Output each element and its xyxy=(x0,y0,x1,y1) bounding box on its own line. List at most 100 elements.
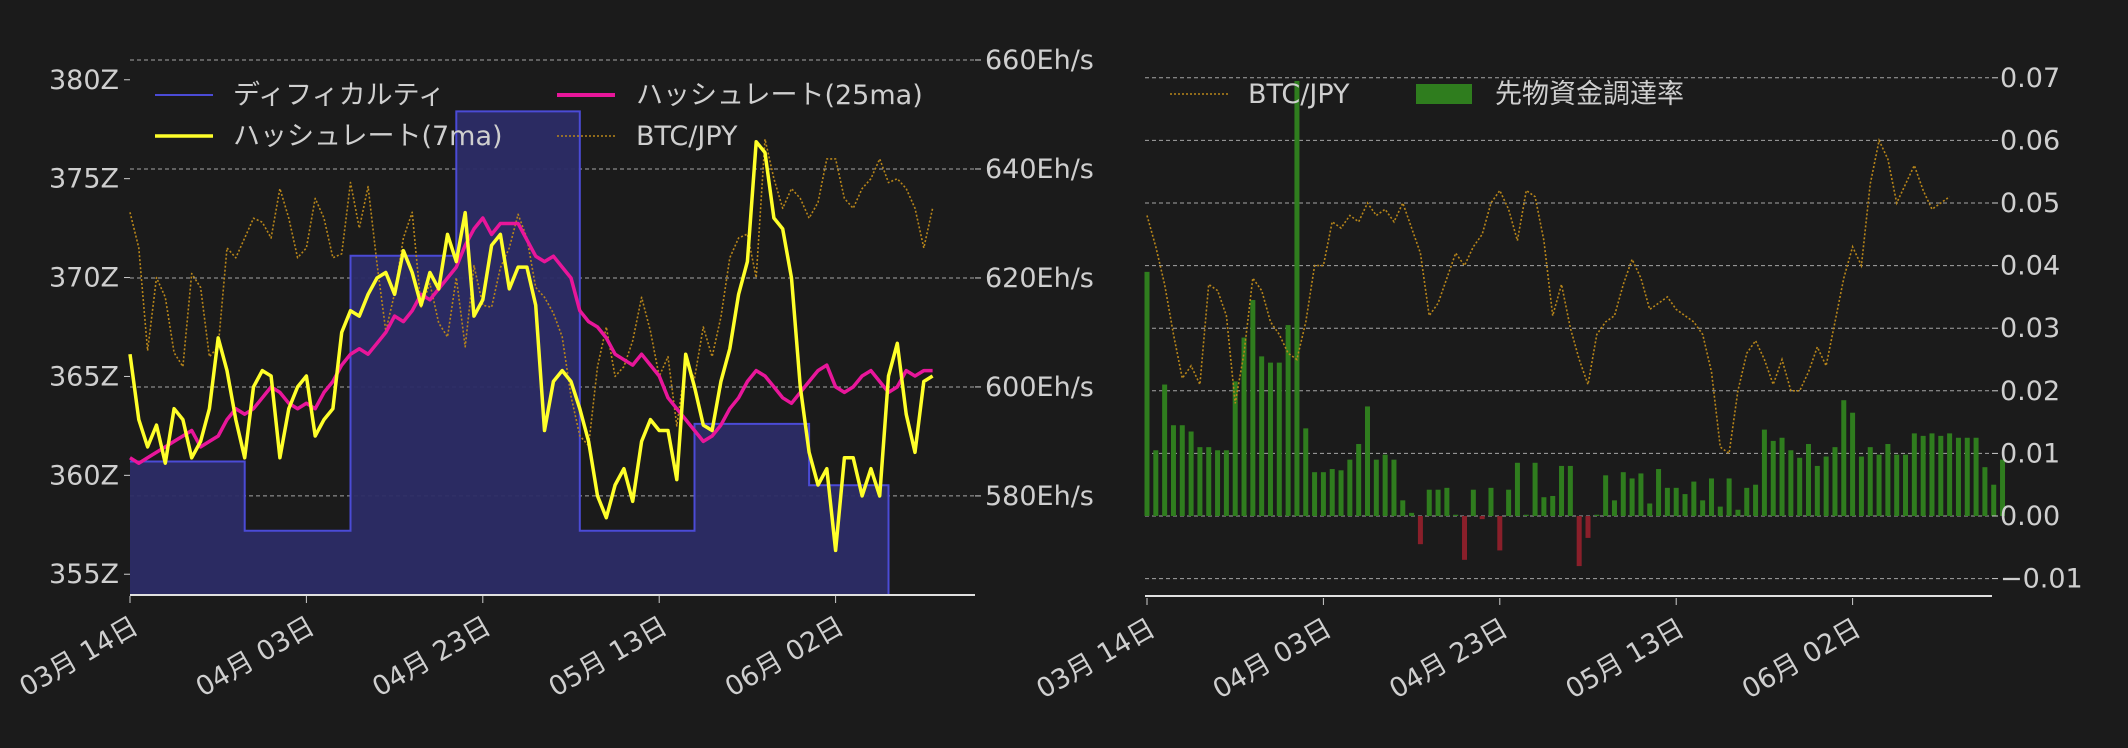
funding-bar xyxy=(1400,500,1406,516)
funding-bar xyxy=(1188,431,1194,516)
x-tick-label: 04月 23日 xyxy=(367,611,496,703)
funding-bar xyxy=(1550,495,1556,516)
funding-bar xyxy=(1770,440,1776,516)
funding-bar xyxy=(1347,459,1353,516)
funding-bar xyxy=(1276,362,1282,516)
funding-bar xyxy=(1365,406,1370,516)
funding-bar xyxy=(1523,514,1529,516)
x-tick-label: 04月 03日 xyxy=(1208,613,1337,705)
funding-bar xyxy=(1294,80,1300,517)
x-tick-label: 05月 13日 xyxy=(1561,613,1690,705)
funding-bar xyxy=(1911,433,1917,516)
y-right-tick-label: 620Eh/s xyxy=(985,263,1094,294)
y-tick-label: −0.01 xyxy=(2000,564,2083,595)
y-tick-label: 0.05 xyxy=(2000,188,2060,219)
funding-bar xyxy=(1620,472,1626,516)
funding-bar xyxy=(1532,462,1538,516)
funding-bar xyxy=(1585,516,1591,538)
funding-bar xyxy=(1470,489,1476,516)
funding-bar xyxy=(1232,381,1238,516)
funding-bar xyxy=(1250,300,1256,516)
funding-bar xyxy=(1576,516,1582,567)
y-left-tick-label: 370Z xyxy=(49,263,119,294)
x-tick-label: 04月 23日 xyxy=(1384,613,1513,705)
y-tick-label: 0.07 xyxy=(2000,63,2060,94)
funding-bar xyxy=(1391,459,1397,516)
funding-bar xyxy=(1603,475,1609,516)
funding-bar xyxy=(1215,450,1221,516)
funding-bar xyxy=(1611,500,1617,516)
funding-bar xyxy=(1885,444,1891,516)
funding-bar xyxy=(1488,487,1494,516)
x-tick-label: 06月 02日 xyxy=(1737,613,1866,705)
funding-bar xyxy=(1947,433,1953,516)
btc-jpy-line xyxy=(129,138,934,447)
funding-bar xyxy=(1682,494,1688,516)
funding-bar xyxy=(1514,462,1520,516)
funding-bar xyxy=(1506,489,1512,516)
funding-bar xyxy=(1241,337,1247,516)
funding-bar xyxy=(1876,454,1882,516)
hashrate-7ma-line xyxy=(128,139,934,553)
funding-rate-chart: 0.07 0.06 0.05 0.04 0.03 0.02 0.01 0.00 −0.01 03月… xyxy=(1031,63,2082,705)
funding-bar xyxy=(1664,487,1670,516)
funding-bar xyxy=(1285,325,1291,516)
funding-bar xyxy=(1964,437,1970,516)
funding-bar xyxy=(1435,489,1441,516)
funding-bar xyxy=(1841,400,1847,516)
y-tick-label: 0.06 xyxy=(2000,125,2060,156)
funding-bar xyxy=(1179,425,1185,516)
funding-bar xyxy=(1338,470,1344,516)
funding-bar xyxy=(1806,444,1811,516)
funding-bar xyxy=(1417,516,1423,545)
y-left-tick-label: 375Z xyxy=(49,164,119,195)
x-tick-label: 05月 13日 xyxy=(544,611,673,703)
funding-bar xyxy=(1700,500,1706,516)
funding-bar xyxy=(1955,437,1961,516)
funding-bar xyxy=(1444,487,1450,516)
legend-label: BTC/JPY xyxy=(636,121,738,152)
funding-bar xyxy=(1259,356,1265,516)
funding-bar xyxy=(1673,487,1679,516)
funding-bar xyxy=(1938,435,1944,516)
legend-label: ディフィカルティ xyxy=(233,80,445,111)
funding-bar xyxy=(1708,478,1714,516)
funding-bar xyxy=(1726,478,1732,516)
funding-bar xyxy=(1312,472,1318,516)
funding-bar xyxy=(2000,459,2006,516)
funding-bar xyxy=(1629,478,1635,516)
hashrate-25ma-line xyxy=(129,216,933,465)
funding-bar xyxy=(1744,487,1750,516)
funding-bar xyxy=(1814,465,1820,516)
y-right-tick-label: 580Eh/s xyxy=(985,481,1094,512)
y-right-tick-label: 600Eh/s xyxy=(985,372,1094,403)
funding-bar xyxy=(1303,428,1309,516)
funding-bar xyxy=(1206,447,1212,516)
funding-bar xyxy=(1144,271,1150,516)
funding-bar xyxy=(1823,456,1829,516)
difficulty-area xyxy=(130,111,889,595)
funding-bar xyxy=(1541,497,1547,516)
x-tick-label: 03月 14日 xyxy=(1031,613,1160,705)
funding-bar xyxy=(1497,516,1503,551)
y-tick-label: 0.00 xyxy=(2000,501,2060,532)
funding-bar xyxy=(1903,454,1909,516)
x-tick-label: 06月 02日 xyxy=(720,611,849,703)
funding-bar xyxy=(1656,469,1662,516)
funding-bar xyxy=(1223,450,1229,516)
legend-label: ハッシュレート(7ma) xyxy=(233,121,503,152)
funding-bar xyxy=(1162,384,1168,516)
funding-bar xyxy=(1638,473,1644,516)
x-tick-label: 03月 14日 xyxy=(14,611,143,703)
y-right-tick-label: 660Eh/s xyxy=(985,45,1094,76)
funding-bar xyxy=(1559,465,1565,516)
funding-bar xyxy=(1267,362,1273,516)
funding-bar xyxy=(1426,489,1432,516)
y-left-tick-label: 360Z xyxy=(49,460,119,491)
legend-swatch xyxy=(1416,84,1472,104)
legend-label: BTC/JPY xyxy=(1248,79,1350,110)
funding-bar xyxy=(1779,437,1785,516)
funding-bar xyxy=(1797,457,1803,516)
funding-bar xyxy=(1850,412,1856,516)
funding-bar xyxy=(1197,447,1203,516)
